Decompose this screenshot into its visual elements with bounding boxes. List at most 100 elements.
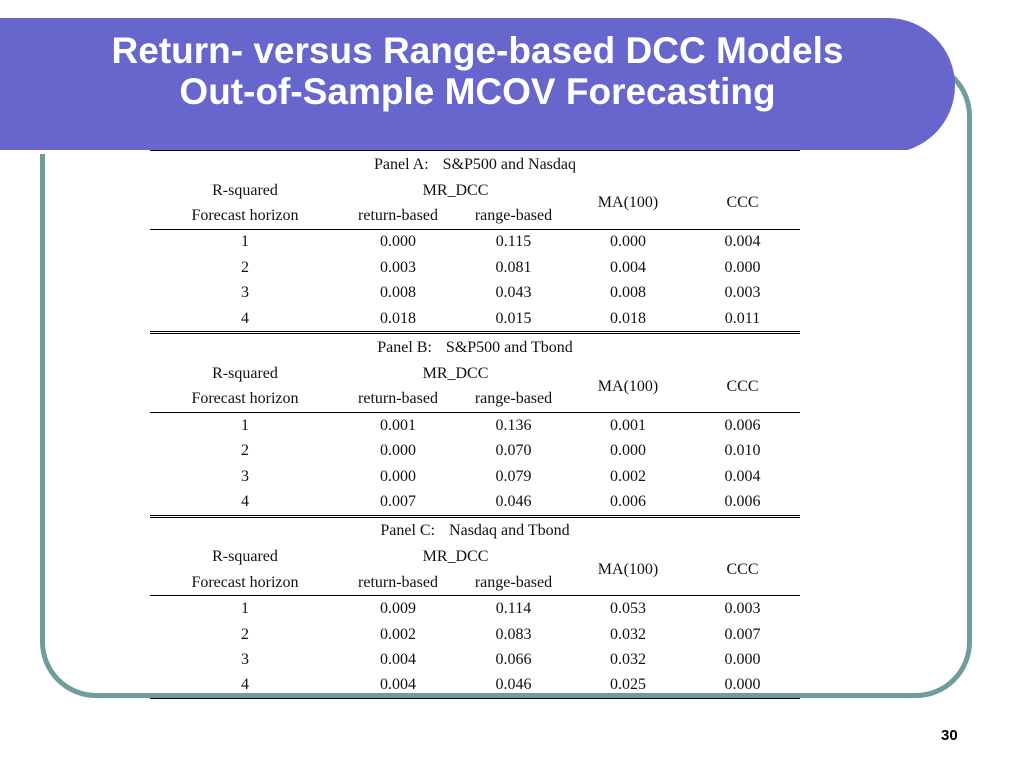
header-row-2: Forecast horizon return-based range-based [150, 387, 800, 413]
ma100-cell: 0.018 [571, 305, 685, 334]
panel-title-row: Panel B: S&P500 and Tbond [150, 331, 800, 362]
ma100-cell: 0.000 [610, 442, 646, 460]
ccc-cell: 0.003 [724, 284, 761, 302]
panel-name: Nasdaq and Tbond [449, 522, 570, 540]
range-based-cell: 0.081 [495, 258, 532, 276]
ccc-cell: 0.011 [685, 305, 800, 334]
table-row: 1 0.001 0.136 0.001 0.006 [150, 412, 800, 439]
horizon-cell: 3 [241, 650, 249, 668]
range-based-cell: 0.083 [495, 625, 532, 643]
header-row-2: Forecast horizon return-based range-based [150, 570, 800, 596]
ccc-cell: 0.000 [724, 650, 761, 668]
range-based-cell: 0.066 [495, 650, 532, 668]
header-mr-dcc: MR_DCC [422, 548, 489, 566]
ma100-cell: 0.002 [610, 467, 646, 485]
header-ccc: CCC [726, 194, 759, 212]
table-row: 1 0.009 0.114 0.053 0.003 [150, 595, 800, 622]
table-row: 2 0.000 0.070 0.000 0.010 [150, 439, 800, 464]
table-row: 4 0.004 0.046 0.025 0.000 [150, 672, 800, 700]
horizon-cell: 2 [241, 625, 249, 643]
header-ma100: MA(100) [597, 377, 659, 395]
table-row: 3 0.000 0.079 0.002 0.004 [150, 464, 800, 489]
header-mr-dcc: MR_DCC [422, 181, 489, 199]
return-based-cell: 0.004 [340, 672, 456, 700]
header-row-2: Forecast horizon return-based range-based [150, 203, 800, 229]
return-based-cell: 0.002 [380, 625, 416, 643]
range-based-cell: 0.114 [456, 595, 571, 622]
header-range-based: range-based [474, 207, 553, 225]
return-based-cell: 0.007 [340, 489, 456, 517]
ma100-cell: 0.008 [610, 284, 646, 302]
slide-title-line-1: Return- versus Range-based DCC Models [111, 30, 844, 71]
range-based-cell: 0.115 [456, 228, 571, 256]
header-ccc: CCC [726, 377, 759, 395]
results-table-container: Panel A: S&P500 and Nasdaq R-squared MR_DCC… [150, 150, 800, 700]
ccc-cell: 0.006 [685, 412, 800, 439]
ma100-cell: 0.032 [610, 650, 646, 668]
ccc-cell: 0.003 [685, 595, 800, 622]
range-based-cell: 0.136 [456, 412, 571, 439]
header-mr-dcc: MR_DCC [422, 365, 489, 383]
header-ccc: CCC [726, 561, 759, 579]
ccc-cell: 0.006 [685, 489, 800, 517]
panel-title: Panel C: Nasdaq and Tbond [150, 514, 800, 545]
table-row: 1 0.000 0.115 0.000 0.004 [150, 228, 800, 256]
results-table: Panel A: S&P500 and Nasdaq R-squared MR_DCC… [150, 150, 800, 700]
horizon-cell: 3 [241, 284, 249, 302]
ma100-cell: 0.001 [571, 412, 685, 439]
ccc-cell: 0.007 [724, 625, 761, 643]
range-based-cell: 0.079 [495, 467, 532, 485]
return-based-cell: 0.000 [340, 228, 456, 256]
ma100-cell: 0.006 [571, 489, 685, 517]
range-based-cell: 0.046 [456, 672, 571, 700]
panel-label: Panel B: [377, 338, 432, 356]
return-based-cell: 0.003 [380, 258, 416, 276]
ma100-cell: 0.053 [571, 595, 685, 622]
header-return-based: return-based [358, 207, 438, 225]
header-forecast-horizon: Forecast horizon [191, 573, 299, 591]
header-return-based: return-based [358, 390, 438, 408]
header-range-based: range-based [474, 390, 553, 408]
ma100-cell: 0.004 [610, 258, 646, 276]
range-based-cell: 0.046 [456, 489, 571, 517]
header-forecast-horizon: Forecast horizon [191, 207, 299, 225]
ma100-cell: 0.000 [571, 228, 685, 256]
horizon-cell: 1 [150, 595, 340, 622]
table-row: 4 0.018 0.015 0.018 0.011 [150, 305, 800, 334]
horizon-cell: 3 [241, 467, 249, 485]
return-based-cell: 0.000 [380, 467, 416, 485]
table-row: 3 0.008 0.043 0.008 0.003 [150, 281, 800, 306]
panel-name: S&P500 and Nasdaq [442, 155, 576, 173]
horizon-cell: 4 [150, 489, 340, 517]
slide-title: Return- versus Range-based DCC Models Ou… [0, 30, 955, 112]
header-forecast-horizon: Forecast horizon [191, 390, 299, 408]
header-row-1: R-squared MR_DCC MA(100) CCC [150, 178, 800, 212]
panel-title-row: Panel A: S&P500 and Nasdaq [150, 150, 800, 178]
ma100-cell: 0.025 [571, 672, 685, 700]
return-based-cell: 0.004 [380, 650, 416, 668]
horizon-cell: 2 [241, 442, 249, 460]
return-based-cell: 0.018 [340, 305, 456, 334]
panel-title: Panel A: S&P500 and Nasdaq [150, 150, 800, 178]
header-row-1: R-squared MR_DCC MA(100) CCC [150, 361, 800, 395]
table-row: 2 0.002 0.083 0.032 0.007 [150, 622, 800, 647]
ccc-cell: 0.004 [685, 228, 800, 256]
horizon-cell: 2 [241, 258, 249, 276]
slide-title-line-2: Out-of-Sample MCOV Forecasting [179, 71, 776, 112]
panel-name: S&P500 and Tbond [445, 338, 573, 356]
range-based-cell: 0.043 [495, 284, 532, 302]
header-range-based: range-based [474, 573, 553, 591]
panel-title: Panel B: S&P500 and Tbond [150, 331, 800, 362]
ccc-cell: 0.004 [724, 467, 761, 485]
panel-label: Panel A: [374, 155, 429, 173]
header-r-squared: R-squared [212, 181, 278, 199]
table-row: 2 0.003 0.081 0.004 0.000 [150, 255, 800, 280]
return-based-cell: 0.008 [380, 284, 416, 302]
return-based-cell: 0.001 [340, 412, 456, 439]
header-row-1: R-squared MR_DCC MA(100) CCC [150, 545, 800, 578]
panel-label: Panel C: [380, 522, 436, 540]
ma100-cell: 0.032 [610, 625, 646, 643]
ccc-cell: 0.000 [724, 258, 761, 276]
return-based-cell: 0.009 [340, 595, 456, 622]
range-based-cell: 0.015 [456, 305, 571, 334]
